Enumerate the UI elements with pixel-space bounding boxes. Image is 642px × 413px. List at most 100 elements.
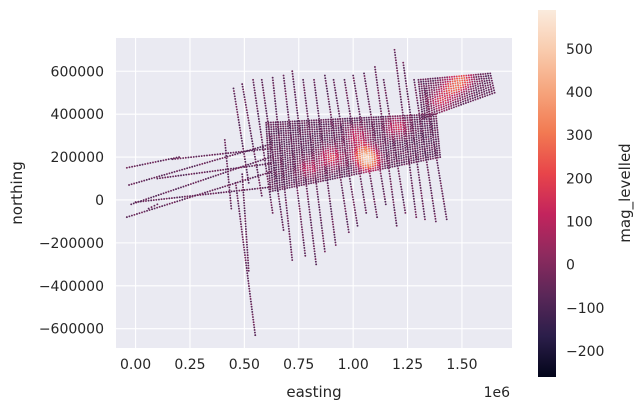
survey-point [280,216,283,219]
survey-point [382,128,385,131]
survey-point [359,126,362,129]
survey-point [338,133,340,136]
survey-point [424,87,426,90]
survey-point [360,142,363,144]
survey-point [409,116,412,119]
survey-point [148,209,151,211]
survey-point [402,158,405,161]
survey-point [242,243,245,246]
survey-point [441,79,444,81]
survey-point [372,140,375,143]
survey-point [369,132,372,134]
survey-point [333,84,336,86]
survey-point [143,179,146,182]
survey-point [404,144,407,147]
survey-point [356,125,359,128]
survey-point [419,120,422,122]
survey-point [253,86,256,89]
survey-point [392,138,395,141]
survey-point [352,169,355,171]
survey-point [393,156,395,159]
survey-point [379,143,382,145]
survey-point [438,106,440,109]
survey-point [445,215,448,218]
survey-point [241,236,244,238]
survey-point [349,122,352,124]
survey-point [427,82,430,85]
survey-point [382,115,385,118]
survey-point [264,164,267,167]
survey-point [280,154,283,157]
survey-point [237,151,240,153]
survey-point [416,149,419,152]
survey-point [388,159,391,162]
survey-point [247,267,250,270]
survey-point [270,130,273,133]
survey-point [385,146,387,149]
survey-point [390,154,393,157]
survey-point [247,261,250,264]
survey-point [278,177,281,180]
survey-point [276,190,279,193]
survey-point [273,182,276,185]
survey-point [286,150,289,153]
survey-point [437,167,440,169]
survey-point [238,207,240,210]
survey-point [241,183,244,186]
survey-point [360,126,363,128]
survey-point [381,185,384,188]
survey-point [478,80,481,83]
survey-point [298,205,301,208]
survey-point [436,79,439,82]
survey-point [348,144,351,147]
survey-point [306,128,309,131]
survey-point [284,158,287,161]
survey-point [356,117,358,120]
survey-point [430,109,433,112]
survey-point [322,179,325,182]
survey-point [136,213,138,215]
survey-point [387,148,390,151]
survey-point [269,193,271,196]
survey-point [160,198,163,201]
survey-point [335,150,338,153]
survey-point [304,142,307,145]
survey-point [317,180,320,183]
survey-point [369,140,372,143]
survey-point [450,92,453,95]
survey-point [170,197,173,200]
survey-point [330,118,333,121]
survey-point [343,146,346,149]
survey-point [271,211,274,214]
survey-point [260,194,263,197]
survey-point [275,113,278,116]
survey-point [331,126,334,129]
survey-point [388,112,391,115]
survey-point [451,99,454,102]
survey-point [344,207,347,210]
survey-point [419,132,422,135]
survey-point [255,99,258,102]
survey-point [461,79,464,82]
survey-point [364,149,367,152]
survey-point [360,172,363,174]
survey-point [430,84,433,87]
survey-point [429,128,432,131]
survey-point [390,149,392,152]
survey-point [323,158,326,161]
survey-point [422,207,425,210]
survey-point [339,120,342,123]
survey-point [354,164,357,167]
survey-point [386,142,389,145]
survey-point [489,74,492,77]
survey-point [358,167,360,170]
survey-point [410,114,413,117]
survey-point [244,259,247,262]
survey-point [298,125,300,127]
survey-point [342,197,345,200]
survey-point [353,173,356,176]
survey-point [426,111,429,114]
survey-point [321,177,324,180]
survey-point [399,150,402,153]
survey-point [458,95,461,97]
